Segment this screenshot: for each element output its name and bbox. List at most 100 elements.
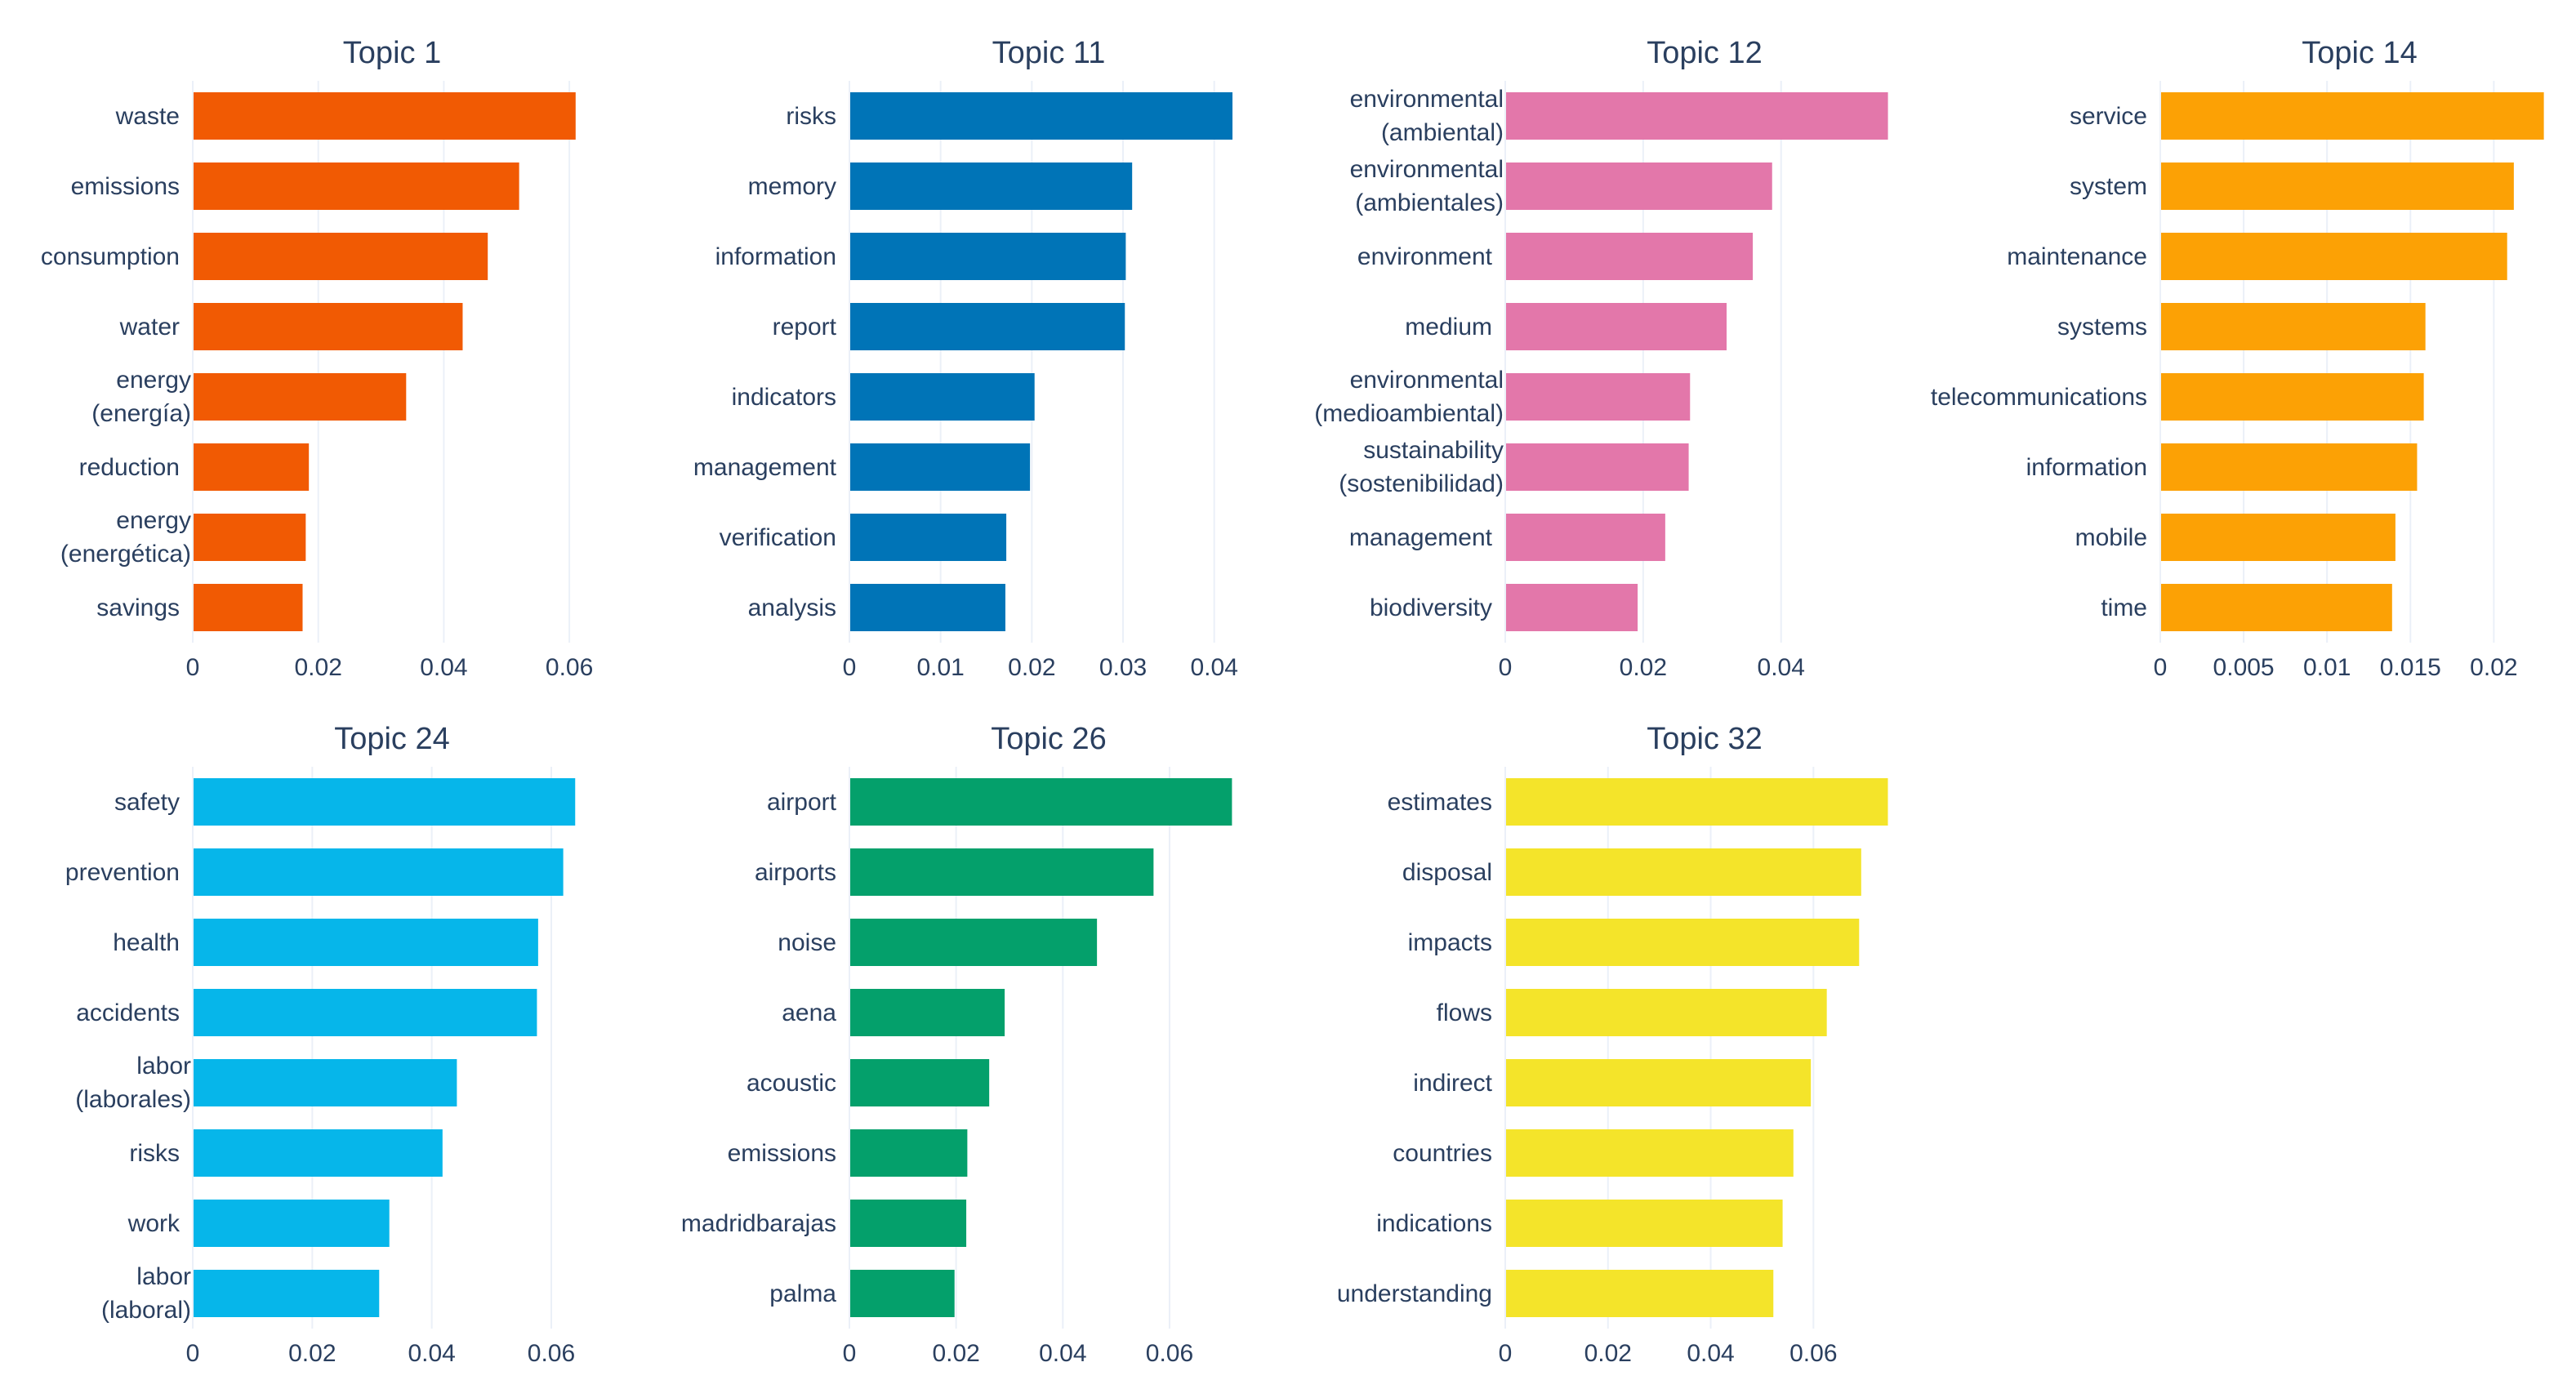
chart-6-bar-5 [849,1059,990,1106]
chart-1-x-tick-label: 0.02 [295,654,342,681]
chart-2-category-label: memory [748,173,836,200]
chart-3-category-label: environment [1357,243,1493,270]
chart-3-bar-7 [1505,514,1665,561]
chart-2-bar-1 [849,92,1233,140]
chart-5-bar-7 [193,1200,390,1247]
chart-2-category-label: analysis [748,594,836,621]
chart-2-category-label: information [715,243,836,270]
chart-7-category-label: flows [1437,999,1492,1026]
chart-6-category-label: airport [767,789,837,816]
chart-5-category-label-line: labor [136,1263,191,1290]
chart-4-bar-2 [2160,162,2514,210]
chart-7-x-tick-label: 0 [1499,1340,1513,1367]
chart-6-bar-8 [849,1270,955,1317]
chart-4-category-label: information [2026,454,2147,481]
chart-5-category-label: work [127,1210,180,1237]
chart-5-category-label: labor (laboral) [101,1263,191,1324]
chart-2-title: Topic 11 [992,36,1106,70]
chart-5-category-label-line: (laborales) [75,1086,191,1113]
chart-3-category-label-line: (sostenibilidad) [1339,470,1504,497]
chart-6-x-tick-label: 0 [843,1340,857,1367]
chart-2-panel: Topic 11 risks memory information report indi… [693,36,1238,681]
chart-7-category-label: estimates [1388,789,1492,816]
chart-1-category-label: waste [115,103,180,130]
chart-7-bar-7 [1505,1200,1783,1247]
chart-4-category-label: mobile [2075,524,2147,551]
chart-2-bar-5 [849,373,1035,421]
chart-3-category-label: sustainability (sostenibilidad) [1339,437,1504,497]
chart-5-category-label: risks [129,1140,180,1167]
chart-1-x-tick-label: 0.04 [420,654,467,681]
chart-3-bar-2 [1505,162,1772,210]
chart-2-bar-3 [849,233,1126,280]
chart-3-category-label: environmental (medioambiental) [1314,367,1504,427]
chart-7-category-label: indirect [1413,1070,1492,1097]
chart-6-category-label: aena [782,999,836,1026]
chart-4-bar-8 [2160,584,2392,631]
chart-1-category-label-line: (energética) [60,541,191,568]
chart-5-bar-4 [193,989,537,1036]
chart-6-category-label: palma [769,1280,836,1307]
chart-4-x-tick-label: 0.005 [2213,654,2275,681]
chart-7-x-tick-label: 0.02 [1584,1340,1632,1367]
chart-4-title: Topic 14 [2302,36,2418,70]
chart-4-category-label: service [2070,103,2147,130]
chart-6-category-label: emissions [728,1140,836,1167]
chart-1-x-tick-label: 0 [186,654,200,681]
chart-1-category-label: energy (energía) [91,367,191,427]
chart-4-x-tick-label: 0 [2154,654,2168,681]
chart-5-title: Topic 24 [334,722,450,756]
chart-5-category-label-line: labor [136,1053,191,1080]
chart-5-category-label: safety [114,789,180,816]
chart-5-bar-6 [193,1129,443,1177]
chart-1-bar-3 [193,233,488,280]
chart-7-title: Topic 32 [1647,722,1763,756]
chart-6-x-tick-label: 0.04 [1039,1340,1086,1367]
chart-5-category-label-line: (laboral) [101,1297,191,1324]
chart-7-bar-5 [1505,1059,1812,1106]
chart-3-category-label: biodiversity [1370,594,1492,621]
chart-5-bar-2 [193,848,564,896]
chart-7-panel: Topic 32 estimates disposal impacts flows ind… [1337,722,1888,1367]
chart-1-category-label: consumption [41,243,180,270]
chart-5-category-label: labor (laborales) [75,1053,191,1113]
chart-4-bar-5 [2160,373,2424,421]
chart-7-bar-1 [1505,778,1888,826]
chart-7-category-label: indications [1376,1210,1492,1237]
chart-2-category-label: risks [786,103,836,130]
chart-1-category-label: water [119,314,180,341]
chart-4-category-label: telecommunications [1931,384,2147,411]
chart-1-category-label: emissions [71,173,180,200]
chart-1-category-label: reduction [79,454,180,481]
chart-6-bar-7 [849,1200,967,1247]
chart-5-bar-1 [193,778,576,826]
chart-6-bar-3 [849,919,1098,966]
chart-3-category-label: environmental (ambientales) [1350,156,1504,216]
chart-3-category-label-line: (ambiental) [1381,119,1504,146]
chart-1-category-label-line: energy [116,507,191,534]
chart-7-x-tick-label: 0.06 [1789,1340,1837,1367]
chart-2-bar-8 [849,584,1005,631]
chart-2-bar-7 [849,514,1007,561]
chart-5-bar-3 [193,919,538,966]
chart-6-x-tick-label: 0.06 [1146,1340,1193,1367]
chart-3-bar-4 [1505,303,1727,350]
chart-3-bar-1 [1505,92,1888,140]
chart-2-bar-4 [849,303,1125,350]
chart-4-category-label: system [2070,173,2147,200]
chart-5-category-label: accidents [76,999,180,1026]
chart-4-bar-4 [2160,303,2426,350]
chart-3-x-tick-label: 0 [1499,654,1513,681]
chart-7-bar-6 [1505,1129,1794,1177]
chart-5-category-label: health [113,929,180,956]
chart-4-x-tick-label: 0.02 [2470,654,2517,681]
chart-7-category-label: disposal [1402,859,1492,886]
chart-2-category-label: indicators [732,384,836,411]
chart-3-category-label-line: environmental [1350,367,1504,394]
chart-2-x-tick-label: 0 [843,654,857,681]
chart-1-title: Topic 1 [343,36,441,70]
chart-5-x-tick-label: 0 [186,1340,200,1367]
chart-3-category-label-line: environmental [1350,86,1504,113]
